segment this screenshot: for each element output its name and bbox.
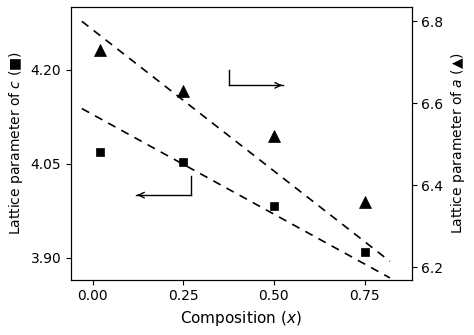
Y-axis label: Lattice parameter of $a$ (▲): Lattice parameter of $a$ (▲) xyxy=(449,52,467,234)
X-axis label: Composition ($x$): Composition ($x$) xyxy=(181,309,302,328)
Y-axis label: Lattice parameter of $c$ (■): Lattice parameter of $c$ (■) xyxy=(7,52,25,235)
